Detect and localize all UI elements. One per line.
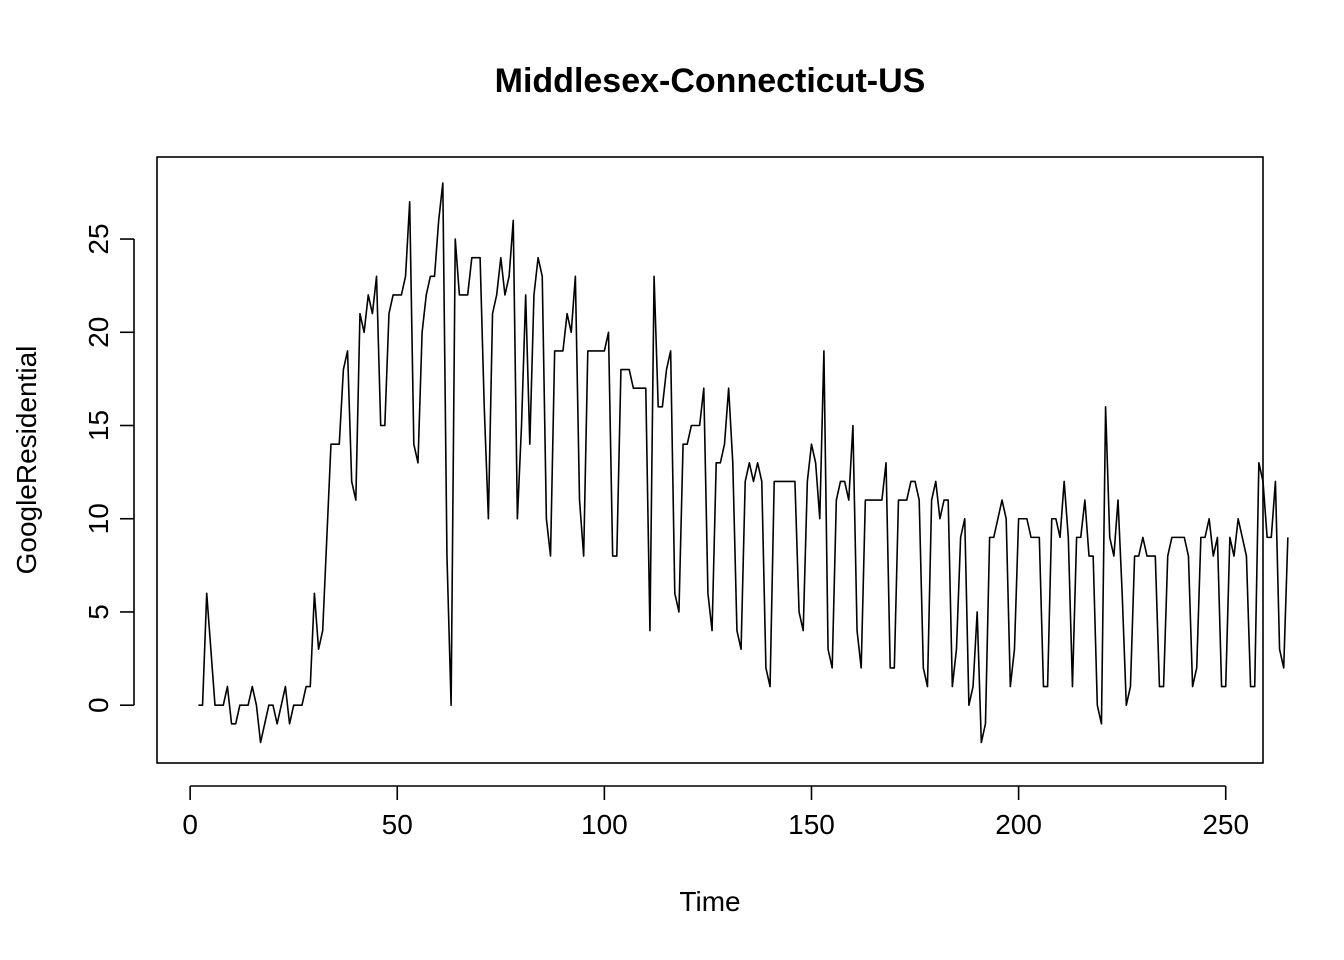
x-tick-label: 150 [788,809,835,840]
y-axis: 0 5 10 15 20 25 [83,223,135,713]
x-tick-label: 0 [182,809,198,840]
y-axis-label: GoogleResidential [11,346,42,575]
y-tick-label: 10 [83,503,114,534]
y-tick-label: 20 [83,317,114,348]
chart-title: Middlesex-Connecticut-US [495,62,926,100]
y-tick-label: 5 [83,604,114,620]
y-tick-label: 25 [83,223,114,254]
x-tick-label: 100 [581,809,628,840]
x-axis: 0 50 100 150 200 250 [182,785,1249,840]
y-tick-label: 0 [83,697,114,713]
x-tick-label: 50 [382,809,413,840]
plot-area-border [156,156,1264,764]
series-line-google-residential [198,182,1289,744]
x-tick-label: 250 [1202,809,1249,840]
x-tick-label: 200 [995,809,1042,840]
x-axis-label: Time [679,886,740,917]
y-tick-label: 15 [83,410,114,441]
